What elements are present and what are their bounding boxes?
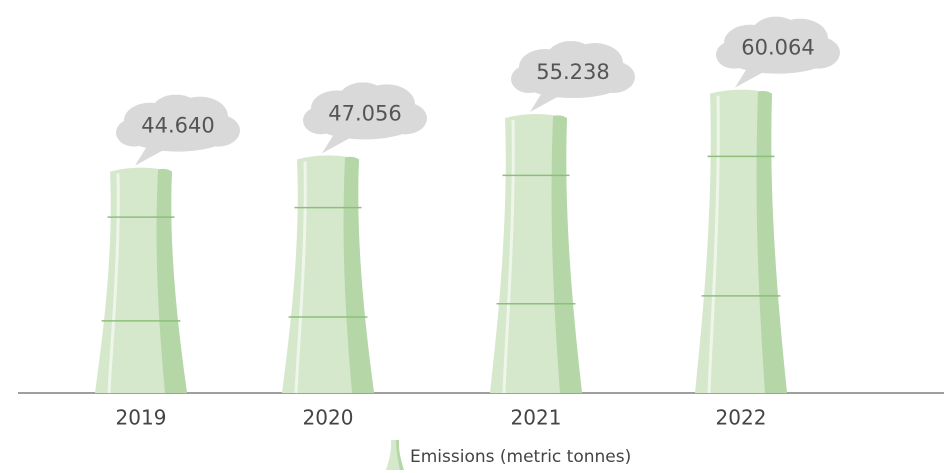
cloud-puff	[152, 94, 200, 127]
cloud-puff	[383, 102, 427, 135]
cloud-puff	[752, 16, 800, 49]
cloud-puff	[591, 61, 635, 94]
bar-highlight	[294, 161, 307, 394]
bar-shade	[756, 91, 787, 394]
bar-shade	[551, 115, 582, 393]
bar-highlight	[707, 95, 720, 394]
legend: Emissions (metric tonnes)	[386, 440, 631, 470]
cloud-puff	[303, 106, 339, 135]
tower	[490, 114, 582, 394]
cloud-puff	[796, 36, 840, 69]
value-label: 47.056	[328, 101, 401, 125]
value-label: 55.238	[536, 60, 609, 84]
value-label: 44.640	[141, 114, 214, 138]
bar-highlight	[107, 173, 120, 394]
x-tick-label: 2021	[511, 406, 562, 430]
legend-label: Emissions (metric tonnes)	[410, 447, 631, 467]
cloud: 55.238	[511, 41, 635, 113]
cloud-puff	[716, 40, 752, 69]
cloud: 47.056	[303, 82, 427, 154]
x-tick-label: 2020	[303, 406, 354, 430]
x-tick-label: 2019	[116, 406, 167, 430]
x-tick-label: 2022	[716, 406, 767, 430]
cloud: 44.640	[116, 94, 240, 166]
cloud: 60.064	[716, 16, 840, 88]
tower	[695, 89, 787, 394]
cloud-puff	[547, 41, 595, 74]
tower	[95, 167, 187, 394]
value-label: 60.064	[741, 36, 814, 60]
cloud-puff	[511, 65, 547, 94]
cloud-puff	[116, 118, 152, 147]
bar-highlight	[502, 120, 515, 394]
cloud-puff	[196, 114, 240, 147]
legend-icon-shade	[396, 440, 404, 470]
bar-shade	[156, 168, 187, 393]
bar-shade	[343, 156, 374, 393]
tower	[282, 155, 374, 394]
cloud-puff	[339, 82, 387, 115]
